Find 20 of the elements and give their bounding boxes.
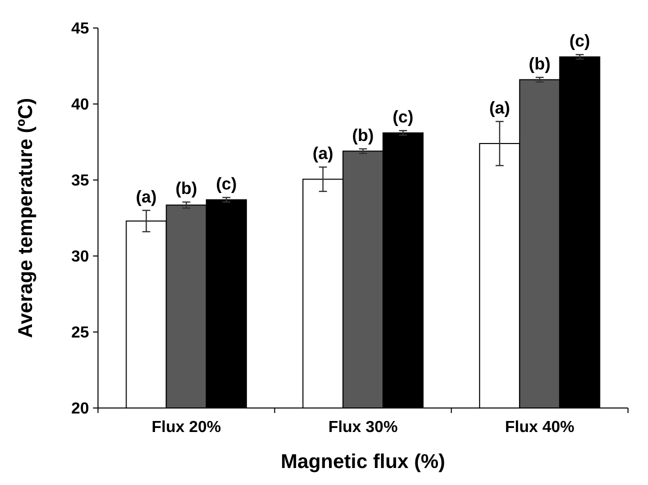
y-axis-title: Average temperature (ºC) — [15, 98, 37, 338]
y-tick-label: 40 — [71, 96, 90, 114]
data-label: (a) — [312, 144, 334, 164]
data-label: (c) — [569, 32, 590, 51]
y-tick-label: 45 — [71, 20, 90, 38]
x-axis-title: Magnetic flux (%) — [280, 451, 446, 473]
y-tick-label: 25 — [71, 324, 90, 342]
data-label: (a) — [136, 187, 157, 206]
data-label: (b) — [175, 179, 198, 198]
data-label: (c) — [216, 174, 237, 194]
x-tick-label: Flux 30% — [328, 419, 398, 436]
data-label: (c) — [392, 108, 414, 127]
x-tick-label: Flux 20% — [152, 419, 222, 436]
data-label: (a) — [489, 98, 510, 118]
y-tick-label: 35 — [71, 172, 90, 190]
data-label: (b) — [528, 54, 551, 74]
y-tick-label: 30 — [71, 248, 90, 266]
x-tick-label: Flux 40% — [504, 419, 574, 436]
data-label: (b) — [352, 126, 374, 145]
y-tick-label: 20 — [71, 400, 90, 418]
